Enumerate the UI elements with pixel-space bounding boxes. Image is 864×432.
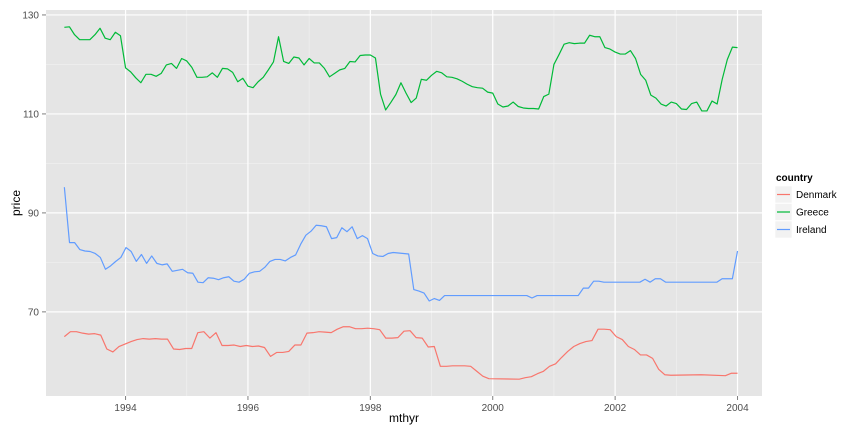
y-tick-label: 110 — [23, 109, 39, 120]
series-lines — [63, 26, 739, 380]
y-tick-label: 130 — [22, 10, 39, 21]
y-tick-label: 90 — [28, 208, 40, 219]
y-tick-label: 70 — [28, 307, 40, 318]
legend-label: Greece — [796, 208, 829, 219]
legend-key-ireland: Ireland — [774, 220, 827, 239]
legend-title: country — [776, 173, 813, 184]
x-tick-label: 1994 — [114, 403, 137, 414]
x-axis-title: mthyr — [389, 411, 419, 425]
major-gridlines — [46, 10, 762, 396]
legend: country Denmark Greece Ireland — [774, 173, 838, 239]
minor-gridlines — [46, 10, 762, 396]
legend-key-denmark: Denmark — [774, 185, 838, 204]
y-axis: 70 90 110 130 — [22, 10, 46, 318]
x-tick-label: 2002 — [604, 403, 627, 414]
y-axis-title: price — [9, 190, 23, 216]
plot-panel — [46, 10, 762, 396]
x-tick-label: 2004 — [726, 403, 749, 414]
legend-label: Ireland — [796, 225, 827, 236]
x-axis: 1994 1996 1998 2000 2002 2004 — [114, 396, 749, 414]
legend-label: Denmark — [796, 190, 838, 201]
series-line-greece — [64, 26, 738, 112]
series-line-denmark — [63, 326, 738, 380]
legend-key-greece: Greece — [774, 203, 829, 221]
x-tick-label: 1998 — [359, 403, 382, 414]
series-line-ireland — [63, 187, 739, 302]
x-tick-label: 2000 — [482, 403, 505, 414]
x-tick-label: 1996 — [237, 403, 260, 414]
